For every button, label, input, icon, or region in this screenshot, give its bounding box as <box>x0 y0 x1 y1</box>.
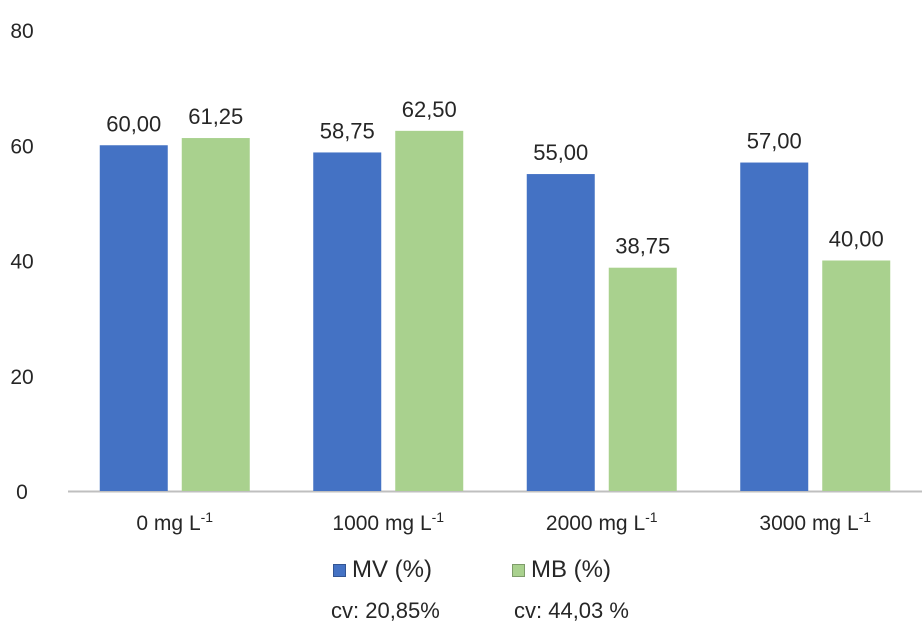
bar-mv <box>526 174 595 491</box>
y-tick-label: 40 <box>10 251 33 274</box>
legend-item-mb: MB (%) <box>512 556 611 584</box>
data-label-mv: 58,75 <box>320 118 375 143</box>
legend: MV (%) MB (%) <box>0 556 922 592</box>
data-label-mv: 55,00 <box>533 140 588 165</box>
y-tick-label: 20 <box>10 366 33 389</box>
cv-mb: cv: 44,03 % <box>514 598 629 623</box>
legend-swatch-mv <box>333 563 346 577</box>
legend-swatch-mb <box>512 563 525 577</box>
bar-mb <box>395 130 464 491</box>
legend-label-mb: MB (%) <box>531 556 611 583</box>
bar-mv <box>740 162 809 491</box>
x-tick-label: 1000 mg L-1 <box>332 509 444 535</box>
bar-mb <box>181 138 250 491</box>
x-tick-label: 3000 mg L-1 <box>759 509 871 535</box>
x-tick-label: 2000 mg L-1 <box>546 509 658 535</box>
y-tick-label: 80 <box>10 20 33 43</box>
y-tick-label: 0 <box>16 481 28 504</box>
data-label-mb: 38,75 <box>615 234 670 259</box>
data-label-mv: 60,00 <box>106 111 161 136</box>
y-tick-label: 60 <box>10 135 33 158</box>
legend-label-mv: MV (%) <box>352 556 432 583</box>
cv-mv: cv: 20,85% <box>331 598 440 623</box>
legend-item-mv: MV (%) <box>333 556 432 584</box>
bar-mv <box>99 145 168 491</box>
data-label-mb: 40,00 <box>829 227 884 252</box>
x-tick-label: 0 mg L-1 <box>136 509 213 535</box>
data-label-mv: 57,00 <box>747 129 802 154</box>
bar-mb <box>822 260 891 491</box>
bar-mb <box>608 267 677 491</box>
data-label-mb: 62,50 <box>402 97 457 122</box>
data-label-mb: 61,25 <box>188 104 243 129</box>
bar-mv <box>313 152 382 491</box>
